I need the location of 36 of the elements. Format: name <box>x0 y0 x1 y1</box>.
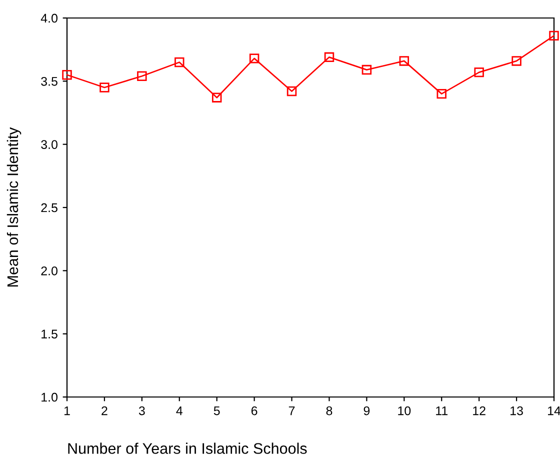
x-tick-label: 10 <box>398 406 411 416</box>
point <box>549 30 559 41</box>
x-tick-label: 8 <box>326 406 332 416</box>
y-tick-label: 4.0 <box>40 14 58 23</box>
point <box>474 67 484 78</box>
y-tick-label: 2.0 <box>41 266 58 276</box>
x-tick-label: 5 <box>214 406 220 416</box>
point <box>212 92 222 102</box>
point <box>324 52 334 62</box>
point <box>174 57 184 68</box>
point <box>512 56 522 66</box>
x-tick-label: 13 <box>510 406 523 416</box>
point <box>362 64 372 75</box>
point <box>62 70 72 80</box>
y-tick-label: 3.0 <box>41 140 58 149</box>
x-tick-label: 6 <box>251 406 258 416</box>
x-tick-label: 4 <box>176 406 182 416</box>
y-tick-label: 2.5 <box>41 203 58 212</box>
y-tick-label: 1.5 <box>42 330 58 338</box>
point <box>137 71 147 81</box>
x-axis-title: Number of Years in Islamic Schools <box>68 442 307 454</box>
point <box>436 88 446 99</box>
x-tick-label: 12 <box>473 406 486 416</box>
x-tick-label: 3 <box>138 406 145 416</box>
x-tick-label: 9 <box>364 406 370 416</box>
point <box>399 56 410 66</box>
point <box>100 82 110 92</box>
x-tick-label: 11 <box>436 406 448 416</box>
x-tick-label: 1 <box>64 406 70 416</box>
point <box>286 86 297 96</box>
x-tick-label: 7 <box>288 406 295 416</box>
x-tick-label: 2 <box>102 406 108 416</box>
y-tick-label: 3.5 <box>41 76 58 86</box>
point <box>249 54 260 64</box>
y-tick-label: 1.0 <box>42 392 58 402</box>
y-axis-title: Mean of Islamic Identity <box>6 127 22 286</box>
